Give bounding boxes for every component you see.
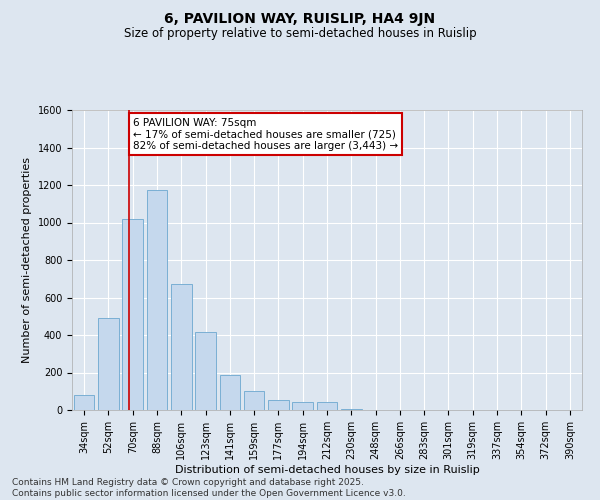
Bar [195,332,216,410]
Bar [244,391,265,410]
Bar [74,395,94,410]
Bar [292,402,313,410]
Bar [146,190,167,410]
Bar [317,402,337,410]
Y-axis label: Number of semi-detached properties: Number of semi-detached properties [22,157,32,363]
Text: 6, PAVILION WAY, RUISLIP, HA4 9JN: 6, PAVILION WAY, RUISLIP, HA4 9JN [164,12,436,26]
Text: Contains HM Land Registry data © Crown copyright and database right 2025.
Contai: Contains HM Land Registry data © Crown c… [12,478,406,498]
Text: 6 PAVILION WAY: 75sqm
← 17% of semi-detached houses are smaller (725)
82% of sem: 6 PAVILION WAY: 75sqm ← 17% of semi-deta… [133,118,398,150]
Bar [171,284,191,410]
Text: Size of property relative to semi-detached houses in Ruislip: Size of property relative to semi-detach… [124,28,476,40]
Bar [122,219,143,410]
Bar [220,376,240,410]
X-axis label: Distribution of semi-detached houses by size in Ruislip: Distribution of semi-detached houses by … [175,464,479,474]
Bar [341,409,362,410]
Bar [98,318,119,410]
Bar [268,400,289,410]
